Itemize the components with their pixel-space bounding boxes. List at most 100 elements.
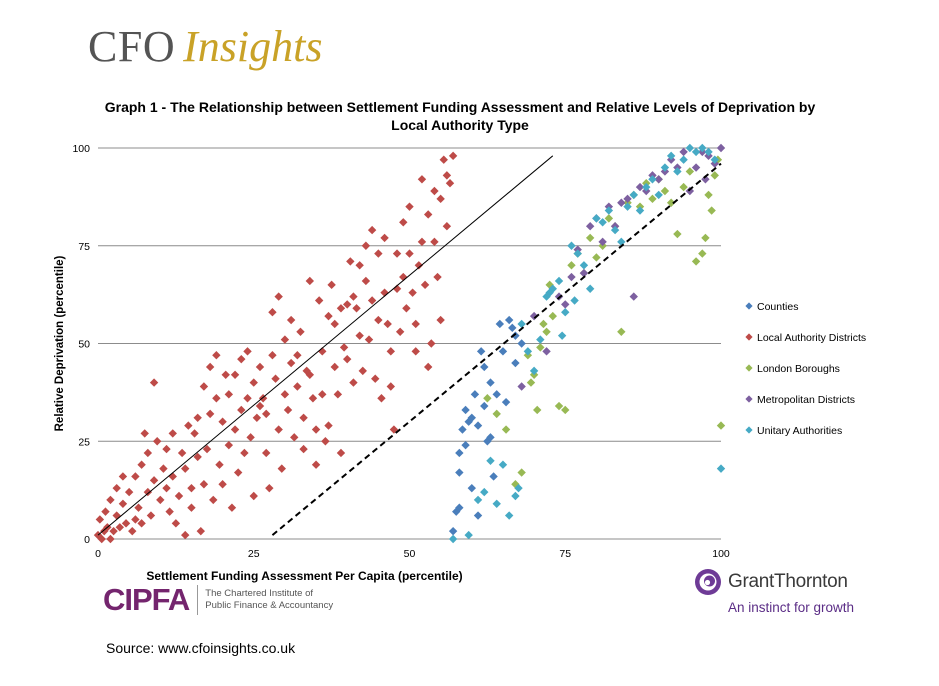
brand-cfo: CFO	[88, 22, 176, 71]
data-point	[343, 300, 352, 309]
data-point	[557, 331, 567, 340]
data-point	[106, 534, 115, 544]
data-point	[143, 448, 153, 458]
cipfa-divider	[197, 585, 199, 615]
x-tick-label: 50	[404, 548, 416, 560]
data-point	[184, 421, 193, 430]
data-point	[327, 280, 336, 290]
data-point	[679, 155, 688, 164]
data-point	[604, 214, 614, 223]
data-point	[511, 480, 520, 489]
data-point	[349, 292, 358, 301]
data-point	[604, 206, 614, 215]
data-point	[442, 222, 452, 231]
data-point	[561, 308, 570, 317]
data-point	[156, 495, 165, 505]
data-point	[168, 429, 177, 438]
data-point	[131, 472, 140, 481]
data-point	[554, 276, 564, 286]
data-point	[290, 433, 299, 442]
series-metropolitan-districts	[517, 143, 726, 391]
data-point	[445, 178, 455, 188]
data-point	[685, 186, 695, 196]
data-point	[473, 495, 483, 505]
grant-thornton-tagline: An instinct for growth	[728, 600, 855, 615]
data-point	[504, 511, 514, 520]
data-point	[716, 143, 726, 153]
data-point	[293, 382, 302, 391]
grant-thornton-logo: GrantThornton An instinct for growth	[694, 568, 854, 615]
data-point	[293, 351, 302, 360]
brand-insights: Insights	[183, 22, 323, 71]
data-point	[517, 382, 526, 391]
data-point	[330, 362, 339, 372]
data-point	[470, 390, 480, 399]
data-point	[642, 182, 651, 192]
x-tick-label: 0	[95, 548, 101, 560]
data-point	[629, 190, 638, 200]
data-point	[635, 206, 645, 215]
data-point	[274, 292, 283, 301]
data-point	[411, 347, 420, 356]
data-point	[710, 155, 719, 164]
data-point	[330, 319, 339, 329]
data-point	[237, 405, 246, 415]
data-point	[691, 163, 701, 172]
data-point	[704, 147, 713, 157]
chart-title-line2: Local Authority Type	[391, 117, 529, 133]
data-point	[181, 530, 190, 540]
data-point	[501, 425, 511, 434]
data-point	[283, 405, 293, 415]
data-point	[243, 394, 252, 403]
data-point	[392, 284, 402, 293]
data-point	[252, 413, 262, 422]
data-point	[364, 335, 374, 344]
data-point	[280, 335, 290, 344]
data-point	[277, 464, 286, 473]
y-tick-label: 75	[78, 241, 90, 253]
dashed-reference-line	[271, 162, 722, 536]
data-point	[230, 425, 240, 434]
data-point	[299, 444, 308, 454]
data-point	[704, 190, 713, 200]
grant-thornton-name: GrantThornton	[728, 571, 848, 592]
data-point	[101, 507, 110, 516]
cipfa-subtitle-line1: The Chartered Institute of	[205, 588, 314, 599]
data-point	[187, 503, 196, 512]
data-point	[492, 499, 501, 509]
data-point	[137, 460, 146, 469]
data-point	[698, 249, 707, 258]
data-point	[286, 315, 296, 325]
data-point	[227, 503, 237, 512]
data-point	[205, 409, 215, 419]
data-point	[246, 433, 255, 442]
cipfa-subtitle: The Chartered Institute of Public Financ…	[205, 588, 345, 612]
data-point	[585, 222, 595, 231]
data-point	[380, 233, 389, 243]
cfo-insights-logo: CFO Insights	[88, 22, 322, 72]
data-point	[171, 519, 181, 528]
data-point	[448, 526, 458, 536]
data-point	[268, 351, 277, 360]
data-point	[168, 472, 177, 481]
data-point	[685, 143, 695, 153]
data-point	[218, 417, 227, 426]
data-point	[617, 327, 626, 336]
series-unitary-authorities	[448, 143, 726, 544]
y-axis-label: Relative Deprivation (percentile)	[54, 255, 66, 431]
data-point	[255, 362, 265, 372]
data-point	[162, 444, 171, 454]
data-point	[152, 437, 162, 446]
data-point	[610, 225, 620, 235]
data-point	[262, 409, 271, 419]
data-point	[423, 210, 433, 219]
data-point	[623, 194, 632, 204]
data-point	[321, 437, 330, 446]
data-point	[367, 296, 377, 305]
data-point	[218, 480, 227, 489]
data-point	[455, 448, 464, 458]
data-point	[701, 233, 710, 243]
data-point	[486, 433, 495, 442]
data-point	[249, 491, 258, 501]
data-point	[374, 315, 383, 325]
